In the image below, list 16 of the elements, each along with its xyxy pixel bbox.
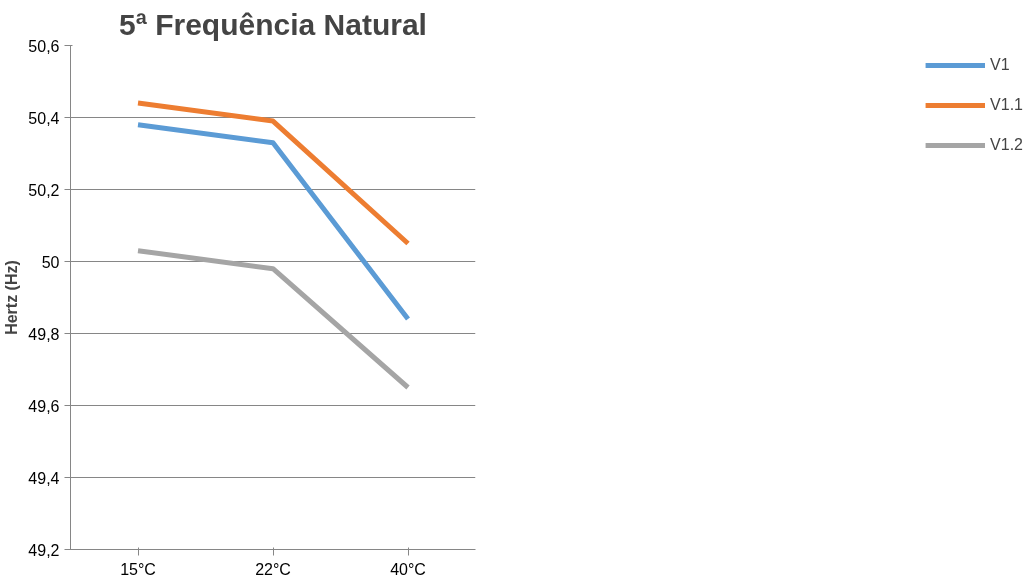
y-tick-label: 49,4 [28, 469, 60, 487]
y-tick-label: 50,2 [28, 181, 60, 199]
x-tick-label: 15°C [120, 560, 156, 578]
legend-label: V1.1 [990, 96, 1023, 114]
y-axis-title: Hertz (Hz) [3, 260, 21, 335]
chart-title: 5ª Frequência Natural [119, 7, 427, 41]
y-tick-label: 49,6 [28, 397, 60, 415]
y-tick-label: 50,6 [28, 37, 60, 55]
y-tick-label: 49,2 [28, 541, 60, 559]
x-tick-label: 22°C [255, 560, 291, 578]
legend-label: V1.2 [990, 136, 1023, 154]
y-tick-label: 50 [41, 253, 60, 271]
y-tick-label: 49,8 [28, 325, 60, 343]
y-tick-label: 50,4 [28, 109, 60, 127]
x-tick-label: 40°C [390, 560, 426, 578]
legend-label: V1 [990, 56, 1011, 74]
